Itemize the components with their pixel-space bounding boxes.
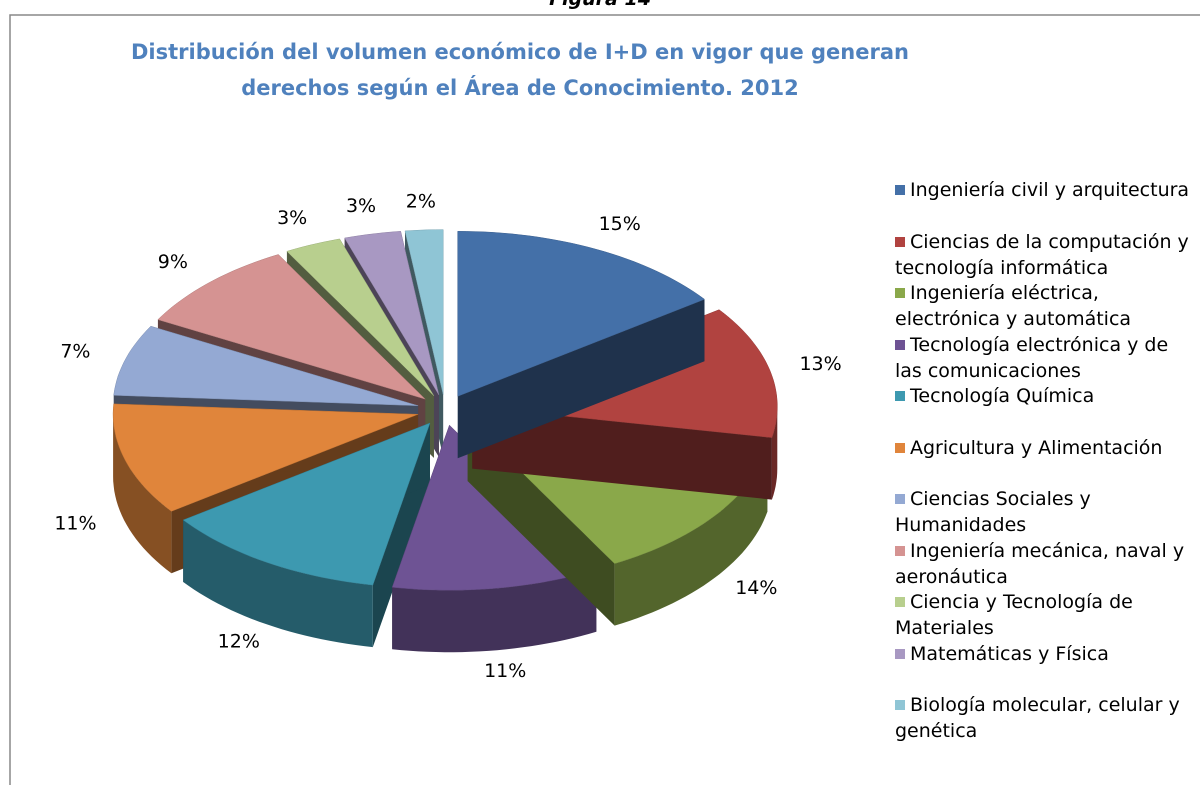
data-label: 3% xyxy=(346,195,376,217)
data-label: 2% xyxy=(406,190,436,212)
legend-item: Matemáticas y Física xyxy=(895,641,1200,667)
legend-swatch xyxy=(895,288,905,298)
legend-item: Ingeniería civil y arquitectura xyxy=(895,177,1200,203)
slice-wall xyxy=(183,520,373,648)
legend-label: Tecnología electrónica y de las comunica… xyxy=(895,333,1169,382)
chart-border xyxy=(9,14,1200,785)
chart-title: Distribución del volumen económico de I+… xyxy=(131,40,909,100)
legend-swatch xyxy=(895,442,905,453)
slice-top xyxy=(112,403,419,512)
data-label: 7% xyxy=(60,340,90,362)
figure-label: Figura 14 xyxy=(0,0,1200,10)
legend-item: Agricultura y Alimentación xyxy=(895,435,1200,461)
legend-swatch xyxy=(895,597,905,607)
legend-item: Ciencias Sociales y Humanidades xyxy=(895,486,1200,538)
legend-item: Ingeniería eléctrica, electrónica y auto… xyxy=(895,280,1200,332)
legend-swatch xyxy=(895,494,905,504)
data-label: 11% xyxy=(484,660,526,682)
slice-wall xyxy=(113,414,172,574)
legend-item: Ingeniería mecánica, naval y aeronáutica xyxy=(895,538,1200,590)
slice-wall xyxy=(771,406,778,500)
slice xyxy=(457,231,706,459)
legend-item: Tecnología electrónica y de las comunica… xyxy=(895,332,1200,384)
legend-label: Ciencias de la computación y tecnología … xyxy=(895,230,1189,279)
data-label: 14% xyxy=(735,577,777,599)
slice-top xyxy=(157,254,426,400)
slice-top xyxy=(286,238,435,397)
legend-item: Ciencia y Tecnología de Materiales xyxy=(895,589,1200,641)
legend-swatch xyxy=(895,648,905,659)
slice-side xyxy=(457,299,705,459)
slice-top xyxy=(457,231,706,397)
legend-label: Agricultura y Alimentación xyxy=(910,436,1163,459)
legend-item: Biología molecular, celular y genética xyxy=(895,692,1200,744)
legend-item: Ciencias de la computación y tecnología … xyxy=(895,229,1200,281)
slice-top xyxy=(404,229,444,395)
slice xyxy=(182,422,431,648)
legend-swatch xyxy=(895,236,905,247)
legend-label: Ingeniería civil y arquitectura xyxy=(910,179,1190,201)
legend-swatch xyxy=(895,339,905,350)
pie xyxy=(112,229,778,653)
legend-item: Tecnología Química xyxy=(895,383,1200,409)
legend-label: Ciencias Sociales y Humanidades xyxy=(895,488,1091,536)
legend-label: Tecnología Química xyxy=(910,385,1095,407)
data-label: 13% xyxy=(799,353,841,375)
legend-swatch xyxy=(895,545,905,556)
legend-label: Biología molecular, celular y genética xyxy=(895,694,1180,742)
legend-label: Matemáticas y Física xyxy=(910,642,1109,665)
legend-swatch xyxy=(895,185,905,195)
data-label: 3% xyxy=(277,207,307,229)
legend-label: Ciencia y Tecnología de Materiales xyxy=(895,591,1133,639)
slice-top xyxy=(113,325,419,406)
slice-top xyxy=(344,231,440,396)
data-label: 15% xyxy=(599,213,641,235)
slice-wall xyxy=(614,450,768,626)
legend-label: Ingeniería mecánica, naval y aeronáutica xyxy=(895,539,1185,588)
legend-swatch xyxy=(895,700,905,710)
data-label: 9% xyxy=(158,251,188,273)
legend-label: Ingeniería eléctrica, electrónica y auto… xyxy=(895,282,1132,330)
data-label: 11% xyxy=(54,512,96,534)
slice-top xyxy=(182,422,431,586)
data-label: 12% xyxy=(218,630,260,652)
legend-swatch xyxy=(895,391,905,401)
